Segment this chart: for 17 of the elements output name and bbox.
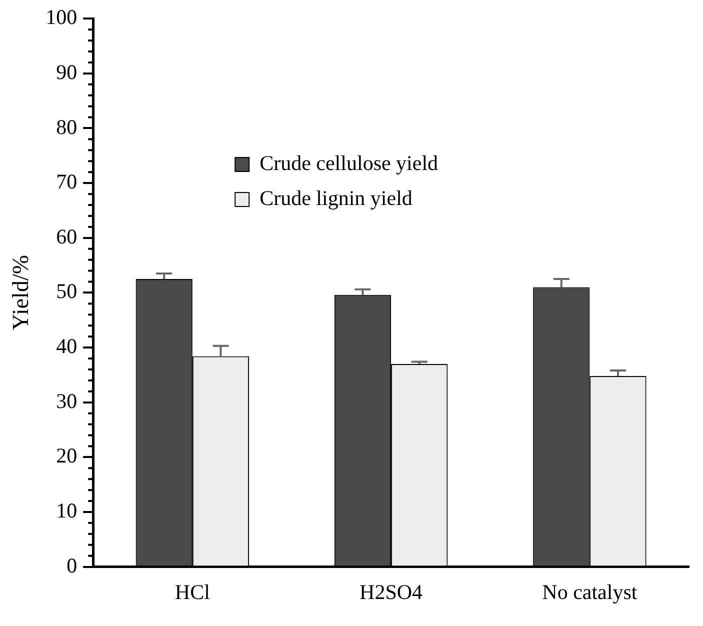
y-tick-label: 40 xyxy=(56,334,78,358)
x-tick-label: HCl xyxy=(174,580,210,604)
y-tick-label: 20 xyxy=(56,444,78,468)
legend-label: Crude lignin yield xyxy=(260,186,413,210)
y-tick-label: 100 xyxy=(46,5,78,30)
x-tick-label: No catalyst xyxy=(542,580,638,604)
y-tick-label: 10 xyxy=(56,498,78,522)
legend-label: Crude cellulose yield xyxy=(260,151,439,176)
y-tick-label: 60 xyxy=(56,224,78,248)
y-tick-label: 0 xyxy=(66,553,78,578)
y-tick-label: 90 xyxy=(56,60,78,84)
y-tick-label: 80 xyxy=(56,114,78,139)
y-tick-label: 50 xyxy=(56,279,78,304)
x-tick-label: H2SO4 xyxy=(360,580,424,604)
y-tick-label: 70 xyxy=(56,170,78,194)
y-axis-title: Yield/% xyxy=(8,255,33,330)
y-tick-label: 30 xyxy=(56,388,78,413)
